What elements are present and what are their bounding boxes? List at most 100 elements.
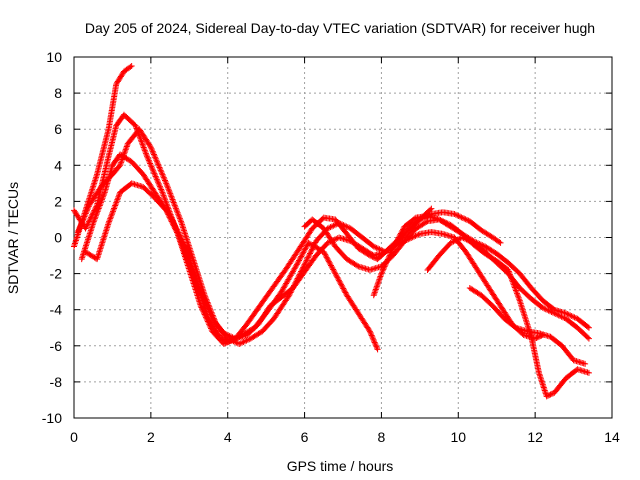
data-point [389,246,396,253]
data-point [334,274,341,281]
data-point [332,270,339,277]
data-point [180,245,187,252]
data-point [390,243,397,250]
data-point [85,203,92,210]
data-point [160,173,167,180]
x-tick-label: 0 [70,429,78,445]
data-point [242,338,249,345]
data-point [301,246,308,253]
data-point [74,229,81,236]
data-point [549,309,556,316]
data-point [415,231,422,238]
data-point [244,336,251,343]
data-point [308,247,315,254]
data-point [172,203,179,210]
data-point [157,167,164,174]
data-point [333,221,340,228]
data-point [192,277,199,284]
data-point [179,244,186,251]
data-point [141,145,148,152]
data-point [172,226,179,233]
data-point [369,333,376,340]
data-point [330,222,337,229]
data-point [379,269,386,276]
data-point [173,228,180,235]
data-point [371,290,378,297]
data-point [106,217,113,224]
data-point [165,186,172,193]
data-point [370,243,377,250]
data-point [322,253,329,260]
data-point [150,169,157,176]
data-point [194,280,201,287]
data-point [138,138,145,145]
data-point [191,272,198,279]
data-point [116,163,123,170]
data-point [570,313,577,320]
data-point [202,312,209,319]
data-point [368,332,375,339]
data-point [176,215,183,222]
data-point [157,165,164,172]
data-point [303,257,310,264]
data-point [372,286,379,293]
data-point [119,156,126,163]
data-point [163,199,170,206]
x-tick-label: 6 [301,429,309,445]
data-point [304,256,311,263]
data-point [112,202,119,209]
data-point [411,233,418,240]
data-point [457,213,464,220]
data-point [152,172,159,179]
data-point [341,222,348,229]
data-point [377,272,384,279]
data-point [192,275,199,282]
data-point [547,391,554,398]
data-point [133,124,140,131]
data-point [201,297,208,304]
data-point [156,164,163,171]
chart-title: Day 205 of 2024, Sidereal Day-to-day VTE… [85,20,595,36]
data-point [567,312,574,319]
data-point [140,143,147,150]
data-point [105,220,112,227]
data-point [220,340,227,347]
data-point [560,314,567,321]
data-point [546,392,553,399]
data-point [301,248,308,255]
data-point [156,182,163,189]
data-point [220,330,227,337]
data-point [200,294,207,301]
data-point [336,220,343,227]
data-point [452,211,459,218]
data-point [339,221,346,228]
data-point [145,157,152,164]
data-point [180,246,187,253]
data-point [565,311,572,318]
data-point [100,192,107,199]
data-point [161,195,168,202]
x-axis-label: GPS time / hours [287,458,394,474]
data-point [174,229,181,236]
y-tick-label: 4 [54,157,62,173]
data-point [324,255,331,262]
data-point [172,225,179,232]
data-point [81,213,88,220]
data-point [300,249,307,256]
data-point [367,329,374,336]
data-point [188,267,195,274]
data-point [458,214,465,221]
data-point [161,193,168,200]
data-point [539,304,546,311]
data-point [139,140,146,147]
data-point [354,262,361,269]
data-point [188,265,195,272]
data-point [337,220,344,227]
data-point [120,152,127,159]
data-point [199,291,206,298]
series-track-1 [71,63,135,250]
data-point [307,249,314,256]
data-point [375,277,382,284]
data-point [202,298,209,305]
data-point [298,252,305,259]
